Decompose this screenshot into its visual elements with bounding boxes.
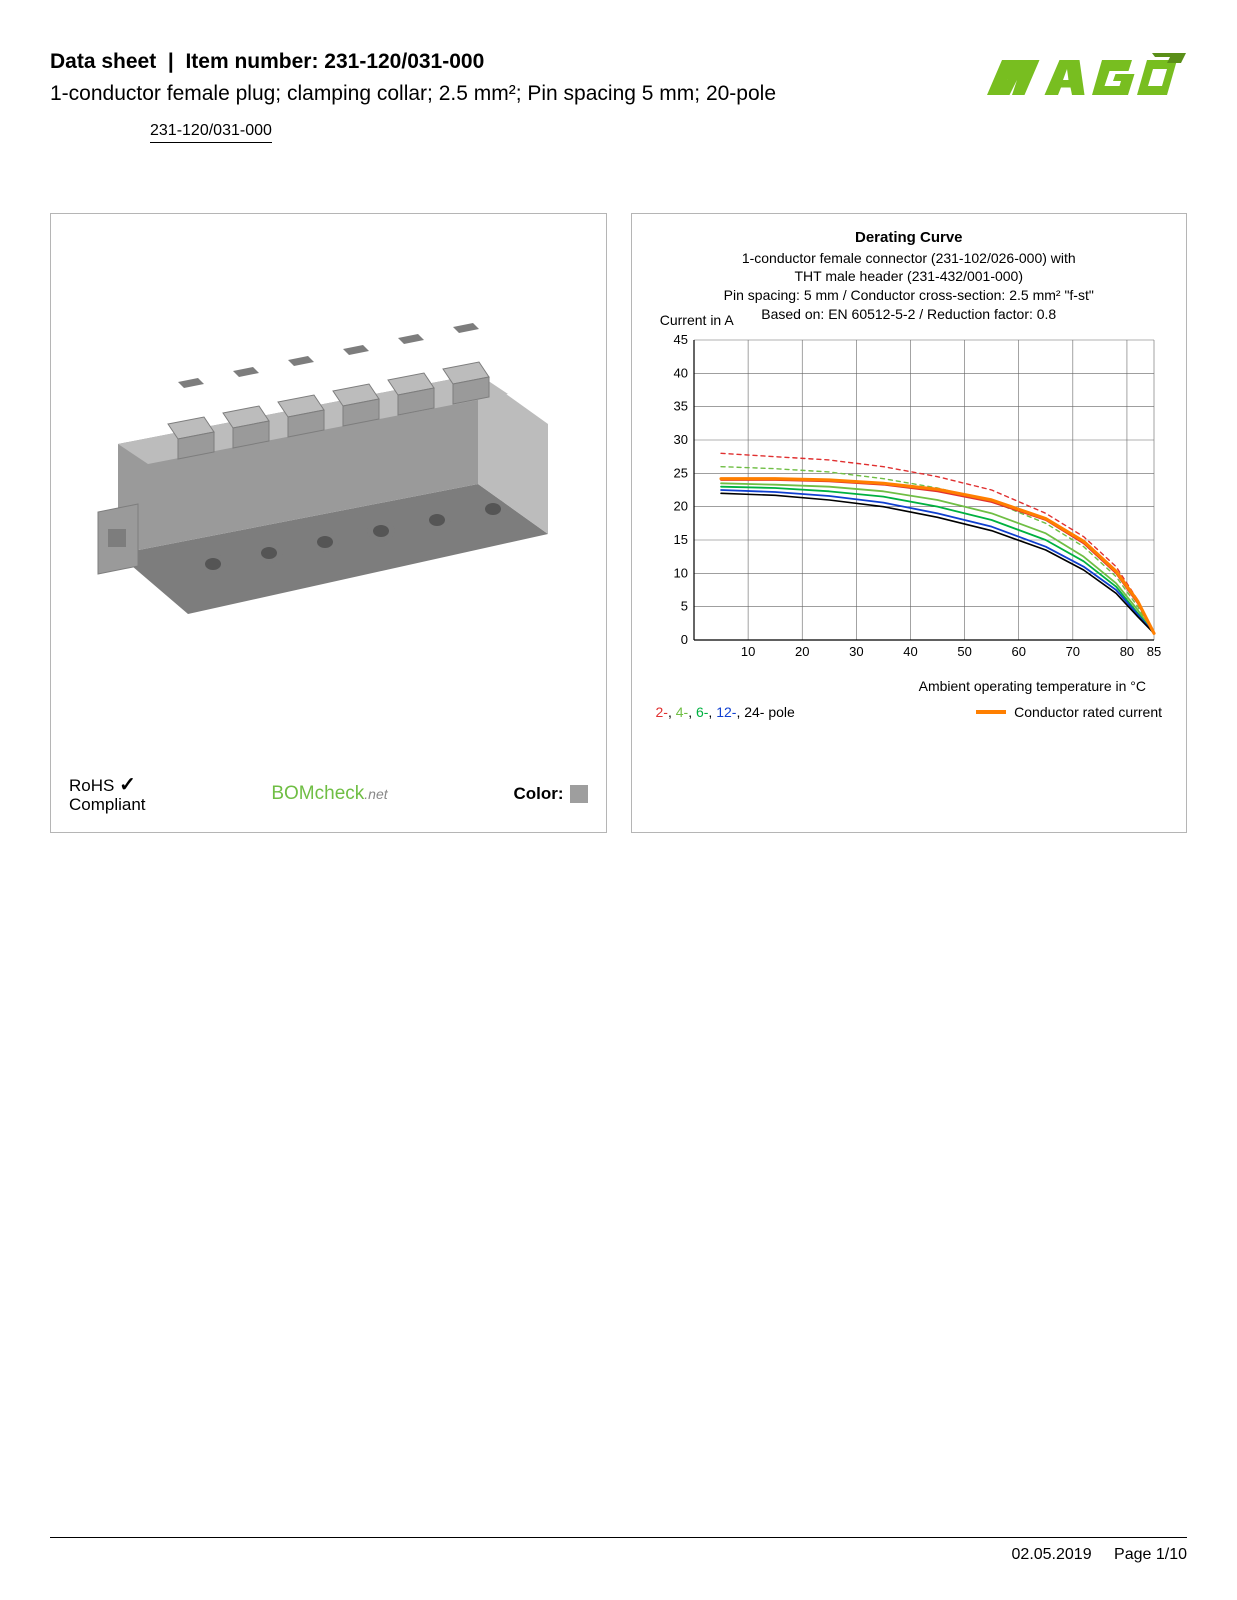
chart-legend: 2-, 4-, 6-, 12-, 24- pole Conductor rate… — [642, 694, 1177, 720]
product-image — [61, 224, 596, 704]
chart-sub3: Pin spacing: 5 mm / Conductor cross-sect… — [652, 286, 1167, 305]
color-label: Color: — [513, 784, 563, 804]
svg-text:35: 35 — [673, 399, 687, 414]
wago-logo — [987, 50, 1187, 111]
svg-text:15: 15 — [673, 532, 687, 547]
svg-text:20: 20 — [795, 644, 809, 659]
derating-chart-panel: Derating Curve 1-conductor female connec… — [631, 213, 1188, 833]
datasheet-label: Data sheet — [50, 50, 156, 73]
chart-sub2: THT male header (231-432/001-000) — [652, 267, 1167, 286]
svg-text:5: 5 — [681, 599, 688, 614]
color-indicator: Color: — [513, 784, 587, 804]
footer-date: 02.05.2019 — [1012, 1546, 1092, 1563]
footer-page: Page 1/10 — [1114, 1546, 1187, 1563]
product-image-panel: RoHS ✓ Compliant BOMcheck.net Color: — [50, 213, 607, 833]
svg-text:20: 20 — [673, 499, 687, 514]
subtitle: 1-conductor female plug; clamping collar… — [50, 80, 800, 108]
svg-text:45: 45 — [673, 332, 687, 347]
svg-text:30: 30 — [849, 644, 863, 659]
svg-text:10: 10 — [741, 644, 755, 659]
svg-text:40: 40 — [903, 644, 917, 659]
chart-area: Current in A 051015202530354045102030405… — [654, 330, 1164, 670]
y-axis-label: Current in A — [660, 312, 734, 328]
chart-sub1: 1-conductor female connector (231-102/02… — [652, 249, 1167, 268]
legend-rated-swatch — [976, 710, 1006, 714]
rohs-label: RoHS — [69, 776, 114, 795]
legend-rated: Conductor rated current — [976, 704, 1162, 720]
svg-text:60: 60 — [1011, 644, 1025, 659]
svg-text:10: 10 — [673, 565, 687, 580]
x-axis-label: Ambient operating temperature in °C — [642, 678, 1147, 694]
svg-text:85: 85 — [1147, 644, 1161, 659]
title-line: Data sheet | Item number: 231-120/031-00… — [50, 50, 987, 74]
page-footer: 02.05.2019 Page 1/10 — [50, 1537, 1187, 1564]
item-number: 231-120/031-000 — [324, 50, 484, 73]
legend-poles: 2-, 4-, 6-, 12-, 24- pole — [656, 704, 795, 720]
item-link[interactable]: 231-120/031-000 — [150, 122, 272, 143]
bomcheck-text: BOMcheck — [271, 783, 364, 804]
rohs-badge: RoHS ✓ Compliant — [69, 774, 146, 815]
color-swatch — [570, 785, 588, 803]
legend-rated-label: Conductor rated current — [1014, 704, 1162, 720]
chart-title: Derating Curve — [652, 228, 1167, 248]
svg-text:0: 0 — [681, 632, 688, 647]
svg-text:50: 50 — [957, 644, 971, 659]
svg-text:40: 40 — [673, 365, 687, 380]
svg-text:80: 80 — [1119, 644, 1133, 659]
svg-text:30: 30 — [673, 432, 687, 447]
header-text: Data sheet | Item number: 231-120/031-00… — [50, 50, 987, 143]
bomcheck-badge: BOMcheck.net — [271, 783, 387, 805]
svg-text:25: 25 — [673, 465, 687, 480]
item-number-label: Item number: — [185, 50, 318, 73]
bomcheck-suffix: .net — [364, 786, 387, 802]
header: Data sheet | Item number: 231-120/031-00… — [50, 50, 1187, 143]
svg-text:70: 70 — [1065, 644, 1079, 659]
check-icon: ✓ — [119, 774, 136, 796]
rohs-compliant: Compliant — [69, 796, 146, 815]
